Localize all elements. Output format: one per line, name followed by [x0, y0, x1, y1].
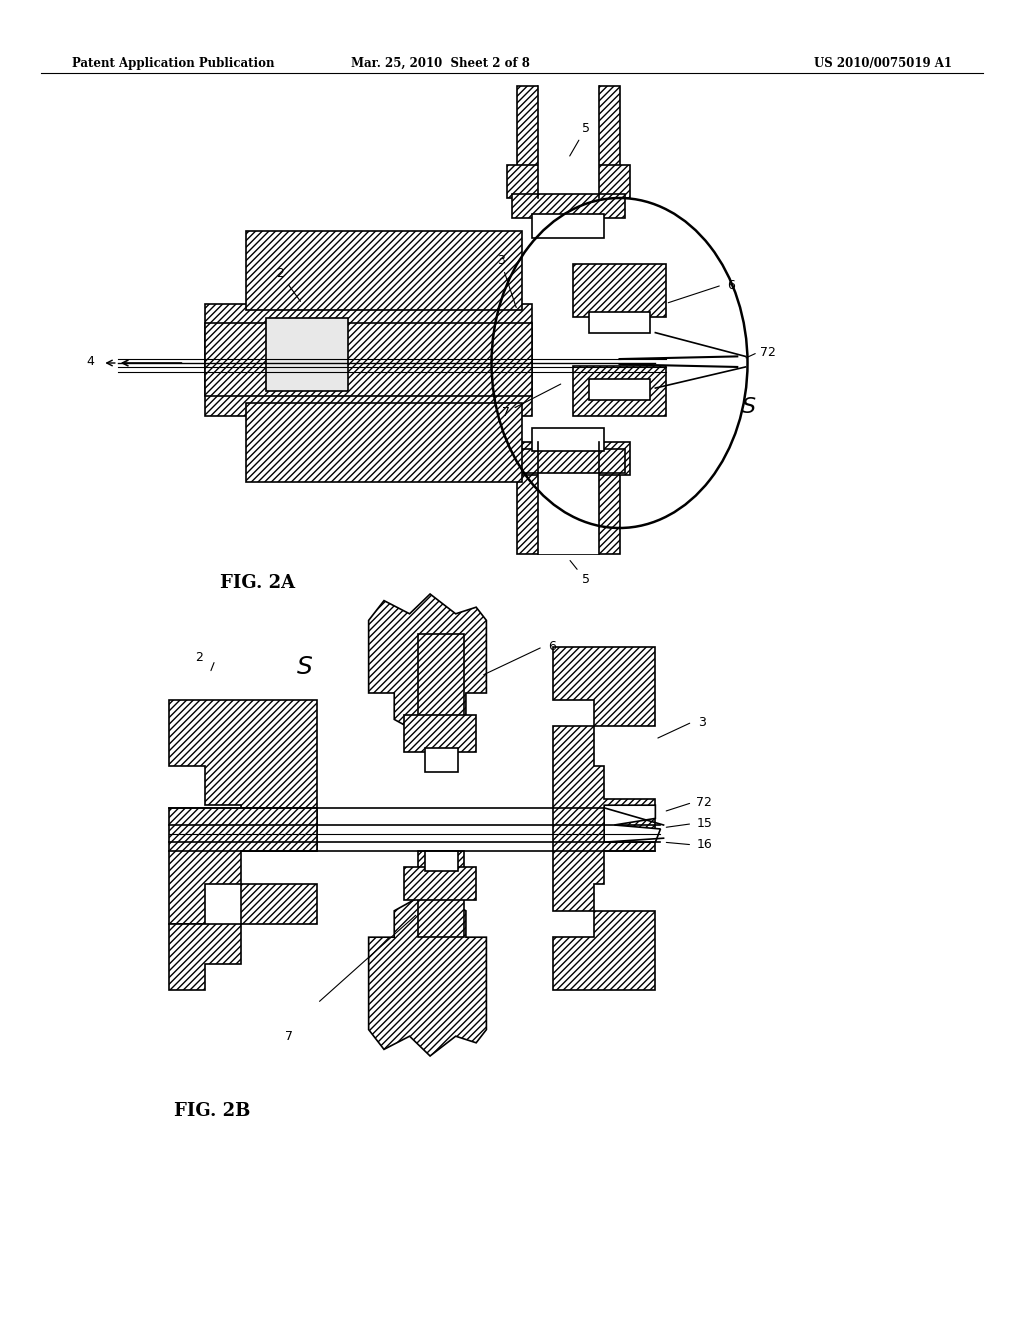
Text: 3: 3: [698, 715, 707, 729]
Polygon shape: [169, 700, 317, 851]
Text: FIG. 2B: FIG. 2B: [174, 1102, 251, 1121]
Bar: [507, 442, 630, 475]
Bar: [532, 214, 604, 238]
Polygon shape: [369, 594, 486, 739]
Bar: [589, 379, 650, 400]
Bar: [404, 715, 476, 752]
Text: 72: 72: [760, 346, 776, 359]
Text: Patent Application Publication: Patent Application Publication: [72, 57, 274, 70]
Bar: [512, 194, 625, 218]
Bar: [512, 449, 625, 473]
Bar: [517, 469, 620, 554]
Bar: [246, 231, 522, 310]
Text: Mar. 25, 2010  Sheet 2 of 8: Mar. 25, 2010 Sheet 2 of 8: [351, 57, 529, 70]
Text: US 2010/0075019 A1: US 2010/0075019 A1: [814, 57, 952, 70]
Bar: [205, 323, 532, 396]
Bar: [205, 304, 532, 416]
Text: 5: 5: [569, 121, 590, 156]
Bar: [507, 165, 630, 198]
Bar: [538, 79, 599, 198]
Text: 16: 16: [696, 838, 712, 851]
Polygon shape: [169, 884, 317, 990]
Polygon shape: [604, 805, 660, 842]
Polygon shape: [553, 647, 655, 726]
Text: 6: 6: [727, 279, 735, 292]
Bar: [538, 436, 599, 554]
Bar: [266, 318, 348, 391]
Text: FIG. 2A: FIG. 2A: [220, 574, 295, 593]
Bar: [573, 366, 666, 416]
Bar: [517, 86, 620, 172]
Bar: [404, 867, 476, 900]
Polygon shape: [369, 891, 486, 1056]
Polygon shape: [553, 726, 655, 911]
Text: S: S: [297, 655, 313, 678]
Text: 2: 2: [276, 267, 300, 301]
Polygon shape: [169, 808, 317, 924]
Text: S: S: [741, 396, 756, 417]
Text: 7: 7: [502, 384, 561, 418]
Text: 15: 15: [696, 817, 713, 830]
Text: 72: 72: [696, 796, 713, 809]
Bar: [532, 428, 604, 451]
Text: 2: 2: [195, 651, 203, 664]
Bar: [418, 634, 464, 719]
Text: 7: 7: [285, 1030, 293, 1043]
Bar: [425, 851, 458, 871]
Bar: [418, 851, 464, 937]
Bar: [425, 748, 458, 772]
Bar: [246, 403, 522, 482]
Bar: [573, 264, 666, 317]
Polygon shape: [553, 911, 655, 990]
Text: 3: 3: [497, 253, 516, 308]
Text: 4: 4: [86, 355, 94, 368]
Bar: [589, 312, 650, 333]
Text: 5: 5: [570, 561, 590, 586]
Text: 6: 6: [548, 640, 556, 653]
